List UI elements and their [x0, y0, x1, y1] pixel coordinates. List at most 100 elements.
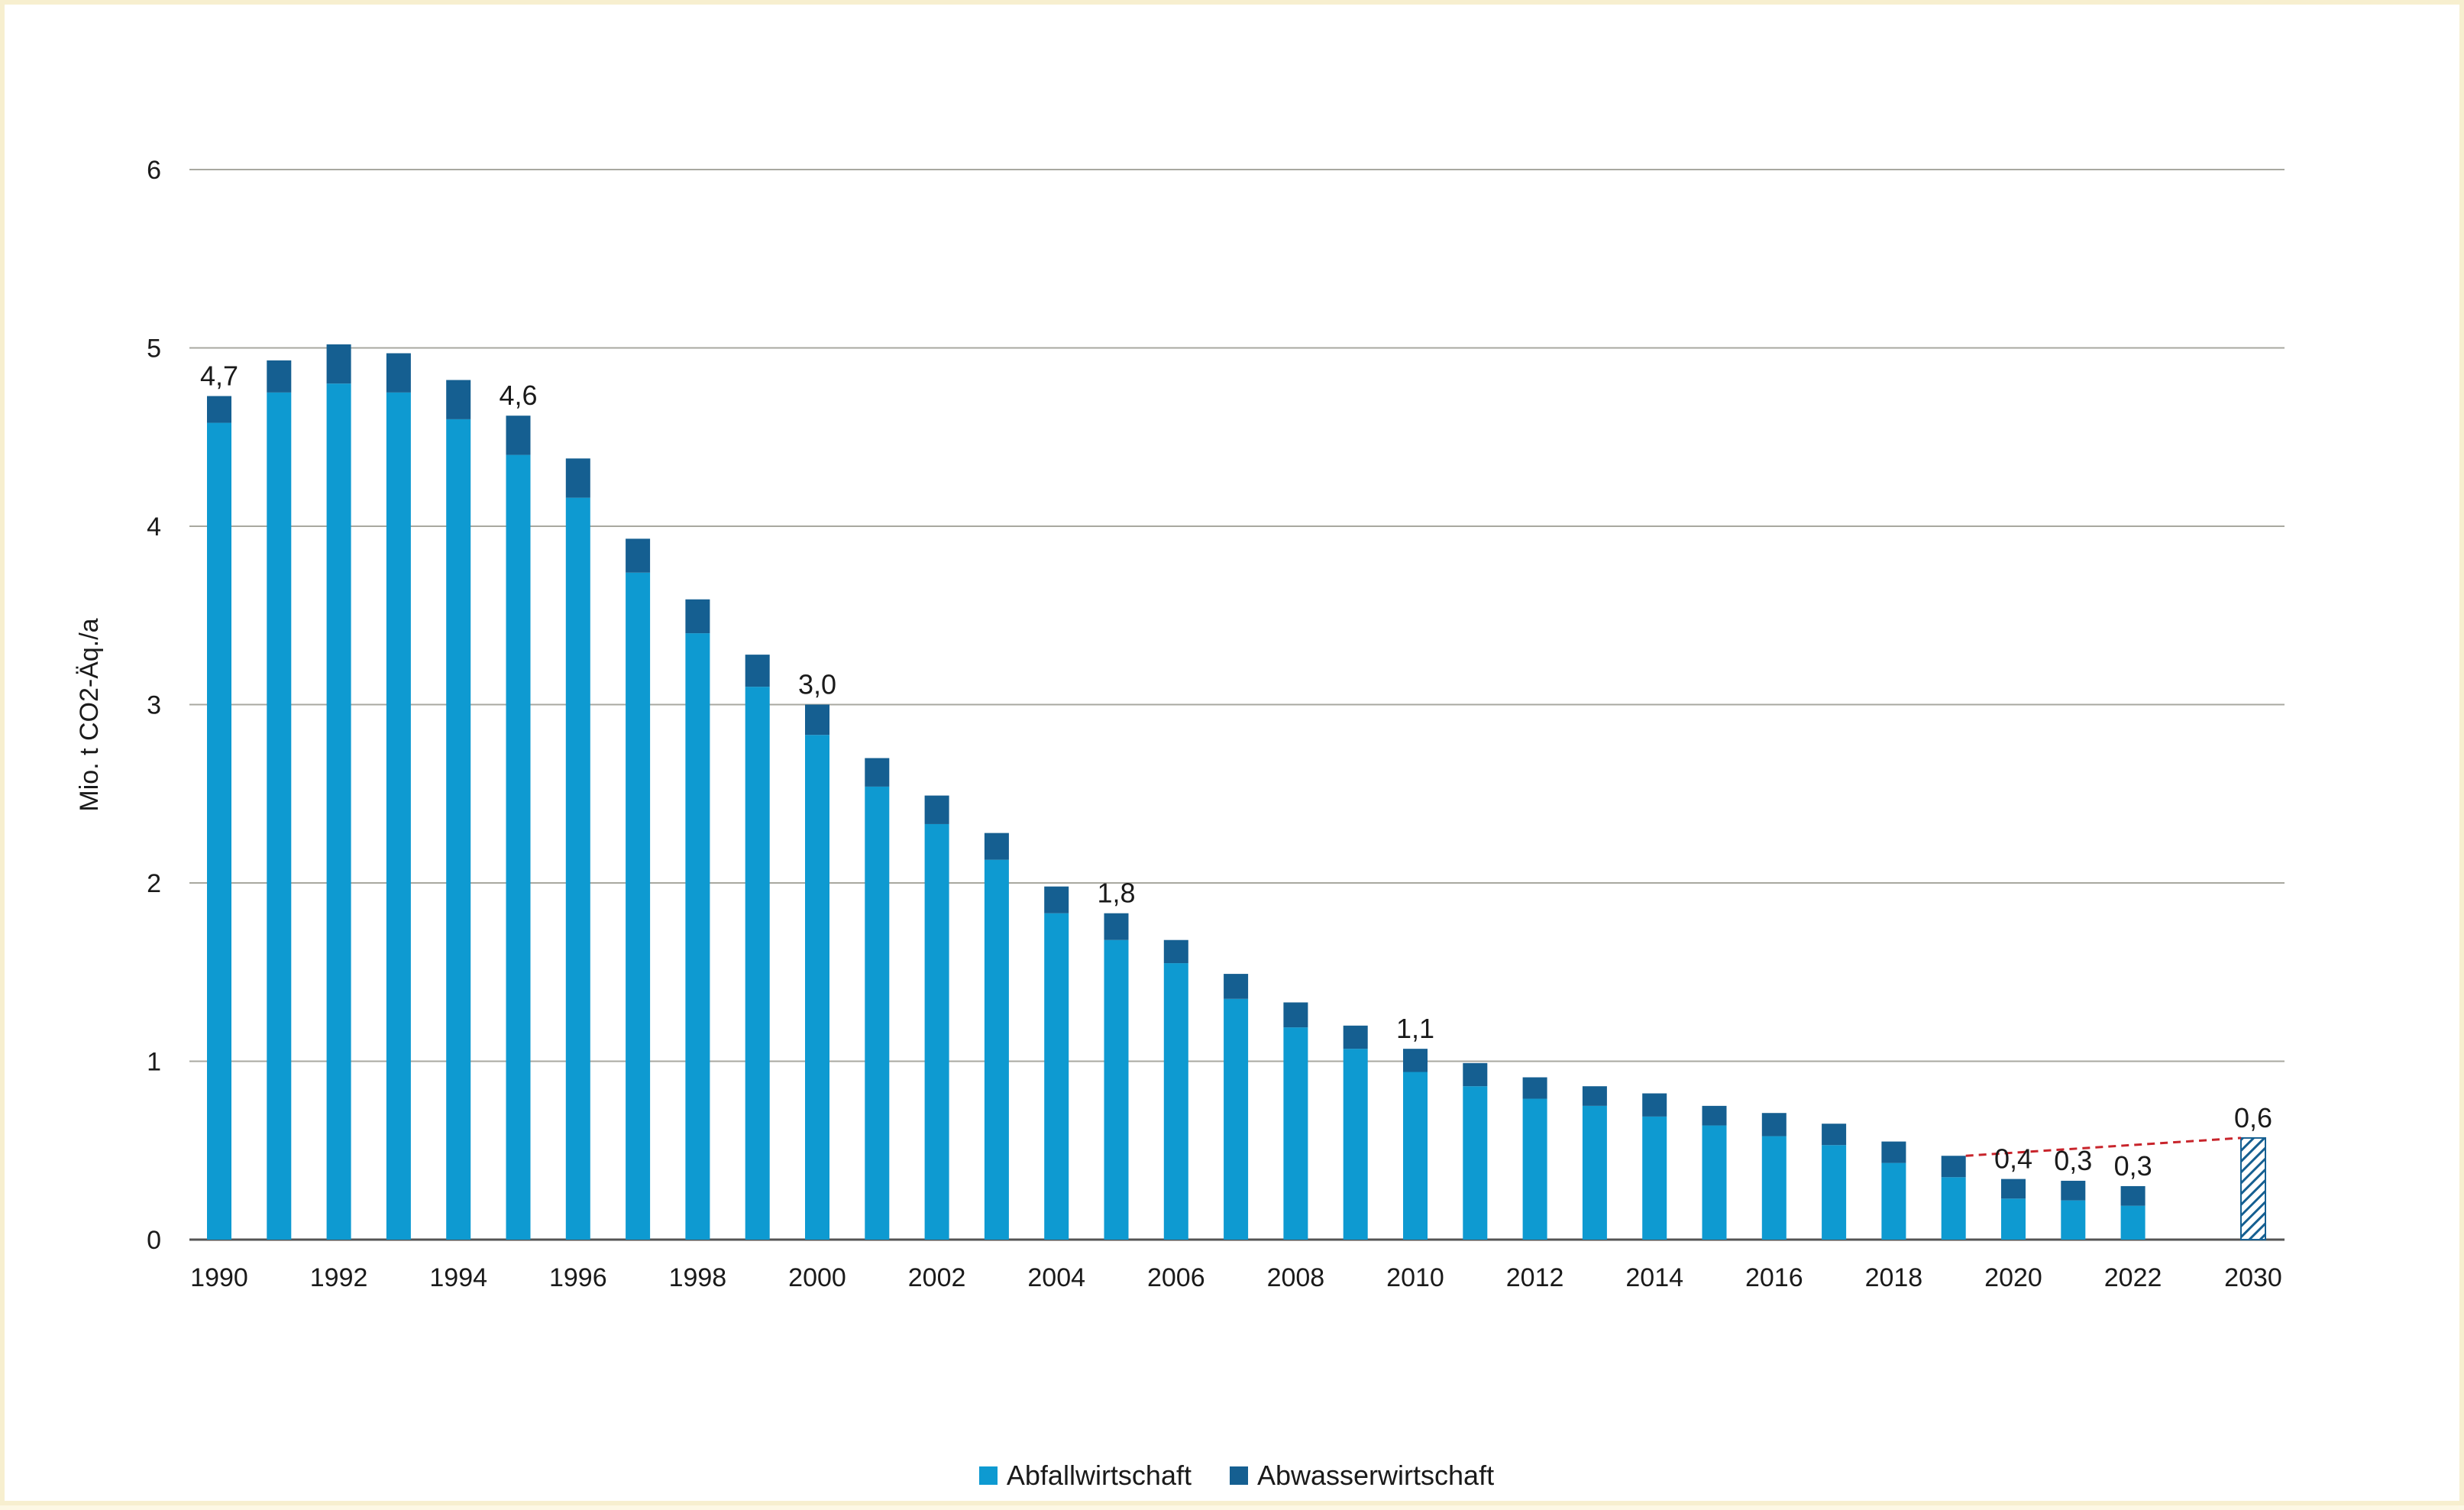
bar-abfallwirtschaft-2010: [1403, 1072, 1428, 1240]
legend-item-abfallwirtschaft: Abfallwirtschaft: [978, 1460, 1192, 1492]
bar-abwasserwirtschaft-2022: [2120, 1185, 2145, 1206]
bar-abfallwirtschaft-2009: [1343, 1049, 1368, 1240]
bar-abfallwirtschaft-2011: [1463, 1086, 1488, 1240]
bar-abwasserwirtschaft-1997: [626, 538, 651, 573]
bar-abfallwirtschaft-2003: [984, 859, 1009, 1240]
x-tick-label: 2000: [788, 1263, 846, 1292]
bar-abwasserwirtschaft-2018: [1881, 1141, 1906, 1163]
bar-abfallwirtschaft-2001: [865, 786, 890, 1240]
x-tick-label: 1998: [669, 1263, 727, 1292]
bar-abfallwirtschaft-2004: [1044, 913, 1069, 1240]
legend-label-abwasserwirtschaft: Abwasserwirtschaft: [1256, 1460, 1495, 1491]
bar-abwasserwirtschaft-2008: [1283, 1002, 1308, 1028]
data-label-2005: 1,8: [1097, 878, 1135, 909]
y-tick-label: 4: [147, 512, 161, 542]
data-label-2010: 1,1: [1396, 1013, 1434, 1044]
legend: Abfallwirtschaft Abwasserwirtschaft: [5, 1460, 2464, 1492]
bar-chart: 0 1 2 3 4 5 6 1990 1992 1994 1996 1998 2000 2002 2004 2…: [75, 156, 2285, 1292]
y-tick-label: 2: [147, 869, 161, 898]
x-tick-label: 2004: [1027, 1263, 1085, 1292]
data-label-2020: 0,4: [1994, 1143, 2032, 1175]
bar-abfallwirtschaft-1994: [446, 419, 471, 1240]
bar-abwasserwirtschaft-2010: [1403, 1049, 1428, 1072]
x-tick-label: 1996: [549, 1263, 607, 1292]
data-label-1995: 4,6: [499, 380, 537, 411]
bar-abfallwirtschaft-2013: [1582, 1105, 1607, 1240]
bar-abwasserwirtschaft-1991: [267, 360, 292, 393]
bar-abfallwirtschaft-1991: [267, 392, 292, 1240]
bar-abfallwirtschaft-2020: [2001, 1198, 2026, 1240]
bar-abfallwirtschaft-1990: [207, 422, 231, 1240]
bar-abfallwirtschaft-2017: [1822, 1145, 1847, 1240]
y-tick-label: 3: [147, 691, 161, 720]
bar-abfallwirtschaft-1999: [745, 687, 770, 1240]
bar-abfallwirtschaft-2012: [1522, 1098, 1547, 1240]
bar-abwasserwirtschaft-2003: [984, 833, 1009, 860]
bar-abwasserwirtschaft-2000: [805, 704, 829, 736]
bar-abfallwirtschaft-1996: [565, 497, 590, 1240]
bar-abfallwirtschaft-2018: [1881, 1162, 1906, 1240]
bar-abwasserwirtschaft-2015: [1702, 1105, 1727, 1126]
bar-abwasserwirtschaft-1998: [685, 599, 710, 634]
data-label-2030: 0,6: [2234, 1102, 2272, 1133]
bar-abwasserwirtschaft-2005: [1104, 913, 1129, 940]
bar-abfallwirtschaft-1992: [326, 383, 351, 1240]
target-trend-line: [1965, 1137, 2242, 1157]
y-tick-label: 1: [147, 1048, 161, 1077]
y-axis-title: Mio. t CO2-Äq./a: [75, 618, 104, 811]
bar-abwasserwirtschaft-2013: [1582, 1086, 1607, 1106]
x-tick-label: 1992: [310, 1263, 368, 1292]
bar-abfallwirtschaft-2021: [2061, 1200, 2086, 1240]
bar-abfallwirtschaft-2014: [1642, 1116, 1667, 1240]
bar-abwasserwirtschaft-2016: [1761, 1113, 1787, 1137]
bar-abwasserwirtschaft-1996: [565, 458, 590, 498]
bar-abwasserwirtschaft-2009: [1343, 1025, 1368, 1049]
bar-abfallwirtschaft-2008: [1283, 1027, 1308, 1240]
bar-abwasserwirtschaft-2019: [1941, 1156, 1966, 1178]
bar-abfallwirtschaft-2016: [1761, 1136, 1787, 1240]
x-tick-label: 2014: [1625, 1263, 1683, 1292]
bar-abwasserwirtschaft-2021: [2061, 1180, 2086, 1201]
legend-label-abfallwirtschaft: Abfallwirtschaft: [1006, 1460, 1192, 1491]
data-label-2022: 0,3: [2114, 1150, 2152, 1182]
x-tick-label: 1994: [429, 1263, 487, 1292]
x-tick-label: 2022: [2104, 1263, 2162, 1292]
y-tick-label: 0: [147, 1226, 161, 1255]
bar-abfallwirtschaft-2000: [805, 735, 829, 1240]
bar-abwasserwirtschaft-1994: [446, 380, 471, 419]
bar-abwasserwirtschaft-2007: [1224, 974, 1249, 999]
legend-swatch-abfallwirtschaft: [978, 1466, 998, 1485]
bar-abwasserwirtschaft-2011: [1463, 1062, 1488, 1087]
bar-abwasserwirtschaft-2017: [1822, 1124, 1847, 1146]
x-tick-label: 2020: [1984, 1263, 2042, 1292]
bar-abwasserwirtschaft-1993: [386, 353, 411, 393]
x-tick-label: 2010: [1386, 1263, 1444, 1292]
bar-abwasserwirtschaft-1999: [745, 655, 770, 687]
legend-swatch-abwasserwirtschaft: [1229, 1466, 1248, 1485]
bar-abwasserwirtschaft-2020: [2001, 1179, 2026, 1199]
bar-abwasserwirtschaft-2014: [1642, 1093, 1667, 1117]
bar-abwasserwirtschaft-2001: [865, 758, 890, 787]
bar-abfallwirtschaft-2022: [2120, 1205, 2145, 1240]
bar-abfallwirtschaft-1997: [626, 572, 651, 1240]
bar-abfallwirtschaft-1995: [506, 454, 531, 1240]
x-tick-label: 2008: [1267, 1263, 1325, 1292]
bar-abfallwirtschaft-2007: [1224, 998, 1249, 1240]
x-tick-label: 2030: [2224, 1263, 2282, 1292]
x-tick-label: 1990: [190, 1263, 248, 1292]
bar-abwasserwirtschaft-2004: [1044, 886, 1069, 913]
bar-abfallwirtschaft-1998: [685, 633, 710, 1240]
x-tick-label: 2006: [1147, 1263, 1205, 1292]
x-tick-label: 2018: [1865, 1263, 1923, 1292]
bar-abfallwirtschaft-2006: [1163, 963, 1188, 1240]
y-tick-label: 5: [147, 335, 161, 364]
bar-abfallwirtschaft-1993: [386, 392, 411, 1240]
legend-item-abwasserwirtschaft: Abwasserwirtschaft: [1229, 1460, 1495, 1492]
data-label-2000: 3,0: [798, 669, 836, 700]
bar-abfallwirtschaft-2015: [1702, 1125, 1727, 1240]
x-tick-label: 2016: [1745, 1263, 1803, 1292]
x-tick-label: 2002: [908, 1263, 966, 1292]
bar-abwasserwirtschaft-1990: [207, 396, 231, 423]
data-label-1990: 4,7: [200, 361, 238, 392]
